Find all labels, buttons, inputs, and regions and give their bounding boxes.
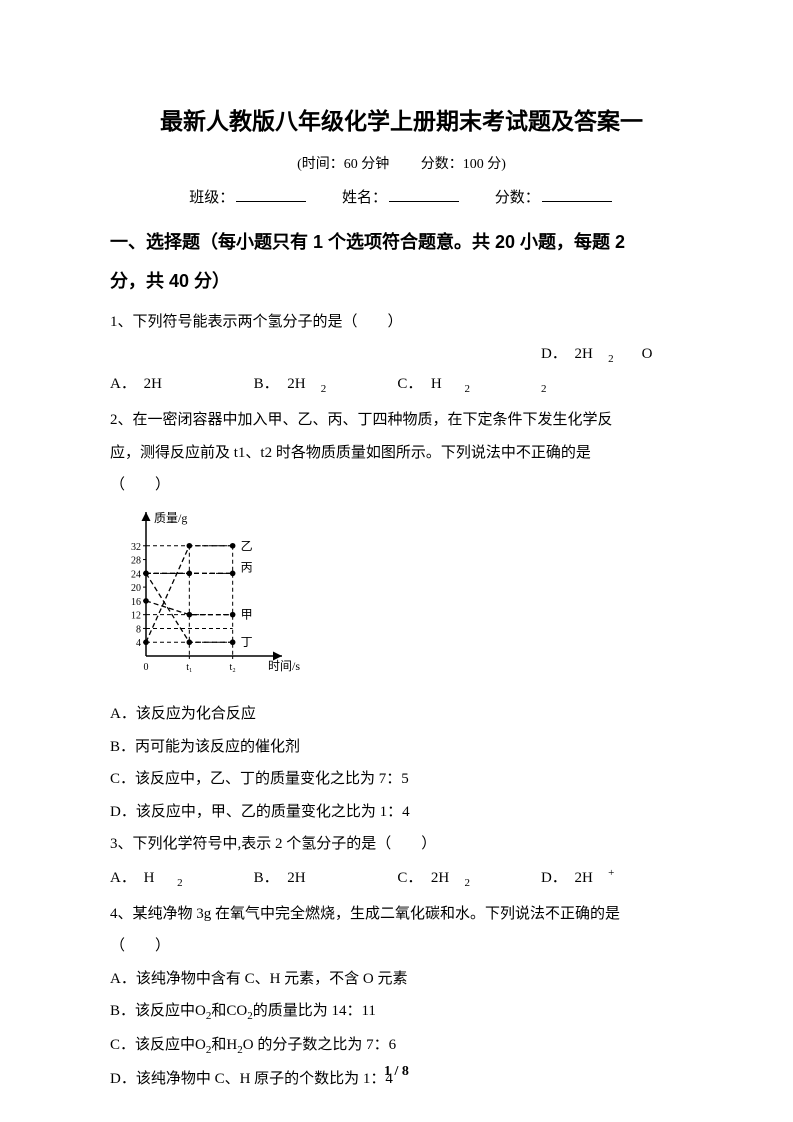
question-4-line1: 4、某纯净物 3g 在氧气中完全燃烧，生成二氧化碳和水。下列说法不正确的是 xyxy=(110,900,693,929)
svg-text:28: 28 xyxy=(131,555,141,566)
svg-text:质量/g: 质量/g xyxy=(154,511,187,525)
question-2-chart: 4 8 12 16 20 24 28 32 0 t₁ t₂ 质量/g 时间/s 甲 乙丙丁 xyxy=(116,510,693,691)
mass-time-chart: 4 8 12 16 20 24 28 32 0 t₁ t₂ 质量/g 时间/s 甲 乙丙丁 xyxy=(116,510,306,680)
section-1-header: 一、选择题（每小题只有 1 个选项符合题意。共 20 小题，每题 2 分，共 4… xyxy=(110,223,693,302)
svg-text:4: 4 xyxy=(136,638,141,649)
svg-text:甲: 甲 xyxy=(241,607,253,621)
q3-opt-c[interactable]: C．2H2 xyxy=(397,864,537,894)
question-4-line2: （ ） xyxy=(110,932,693,961)
question-1-stem: 1、下列符号能表示两个氢分子的是（ ） xyxy=(110,308,693,337)
question-2-line3: （ ） xyxy=(110,471,693,500)
svg-text:16: 16 xyxy=(131,597,141,608)
svg-text:12: 12 xyxy=(131,610,141,621)
name-blank[interactable] xyxy=(389,187,459,202)
question-1-options: A．2H B．2H2 C．H2 D．2H2O2 xyxy=(110,340,693,400)
svg-text:0: 0 xyxy=(144,662,149,673)
q3-opt-a[interactable]: A．H2 xyxy=(110,864,250,894)
q1-opt-a[interactable]: A．2H xyxy=(110,370,250,399)
svg-text:时间/s: 时间/s xyxy=(268,659,300,673)
section-1-line1: 一、选择题（每小题只有 1 个选项符合题意。共 20 小题，每题 2 xyxy=(110,223,693,263)
svg-text:丁: 丁 xyxy=(241,635,253,649)
score-label-top: 分数： xyxy=(421,157,463,172)
section-1-line2: 分，共 40 分） xyxy=(110,262,693,302)
class-label: 班级： xyxy=(189,190,234,206)
page: 最新人教版八年级化学上册期末考试题及答案一 (时间：60 分钟 分数：100 分… xyxy=(0,0,793,1122)
q2-opt-a[interactable]: A．该反应为化合反应 xyxy=(110,700,693,729)
q4-opt-c[interactable]: C．该反应中O2和H2O 的分子数之比为 7：6 xyxy=(110,1031,693,1061)
class-blank[interactable] xyxy=(236,187,306,202)
score-value-top: 100 分) xyxy=(463,157,506,172)
q4-opt-b[interactable]: B．该反应中O2和CO2的质量比为 14：11 xyxy=(110,997,693,1027)
page-number: 1 / 8 xyxy=(0,1059,793,1086)
q1-opt-c[interactable]: C．H2 xyxy=(397,370,537,400)
svg-text:32: 32 xyxy=(131,542,141,553)
subtitle: (时间：60 分钟 分数：100 分) xyxy=(110,152,693,179)
question-3-stem: 3、下列化学符号中,表示 2 个氢分子的是（ ） xyxy=(110,830,693,859)
svg-text:t₁: t₁ xyxy=(186,662,192,673)
q3-opt-d[interactable]: D．2H+ xyxy=(541,863,681,893)
name-label: 姓名： xyxy=(342,190,387,206)
question-2-line2: 应，测得反应前及 t1、t2 时各物质质量如图所示。下列说法中不正确的是 xyxy=(110,439,693,468)
question-2-line1: 2、在一密闭容器中加入甲、乙、丙、丁四种物质，在下定条件下发生化学反 xyxy=(110,406,693,435)
svg-text:20: 20 xyxy=(131,583,141,594)
student-info-line: 班级： 姓名： 分数： xyxy=(110,184,693,213)
time-value: 60 分钟 xyxy=(344,157,390,172)
q3-opt-b[interactable]: B．2H xyxy=(254,864,394,893)
q4-opt-a[interactable]: A．该纯净物中含有 C、H 元素，不含 O 元素 xyxy=(110,965,693,994)
question-3-options: A．H2 B．2H C．2H2 D．2H+ xyxy=(110,863,693,894)
page-title: 最新人教版八年级化学上册期末考试题及答案一 xyxy=(110,100,693,144)
q2-opt-b[interactable]: B．丙可能为该反应的催化剂 xyxy=(110,733,693,762)
svg-text:t₂: t₂ xyxy=(230,662,236,673)
time-label: (时间： xyxy=(297,157,344,172)
svg-text:乙: 乙 xyxy=(241,539,253,553)
q1-opt-d[interactable]: D．2H2O2 xyxy=(541,340,681,400)
q2-opt-c[interactable]: C．该反应中，乙、丁的质量变化之比为 7：5 xyxy=(110,765,693,794)
svg-text:8: 8 xyxy=(136,624,141,635)
score-label: 分数： xyxy=(495,190,540,206)
q1-opt-b[interactable]: B．2H2 xyxy=(254,370,394,400)
svg-text:丙: 丙 xyxy=(241,560,253,574)
q2-opt-d[interactable]: D．该反应中，甲、乙的质量变化之比为 1：4 xyxy=(110,798,693,827)
svg-text:24: 24 xyxy=(131,569,141,580)
score-blank[interactable] xyxy=(542,187,612,202)
